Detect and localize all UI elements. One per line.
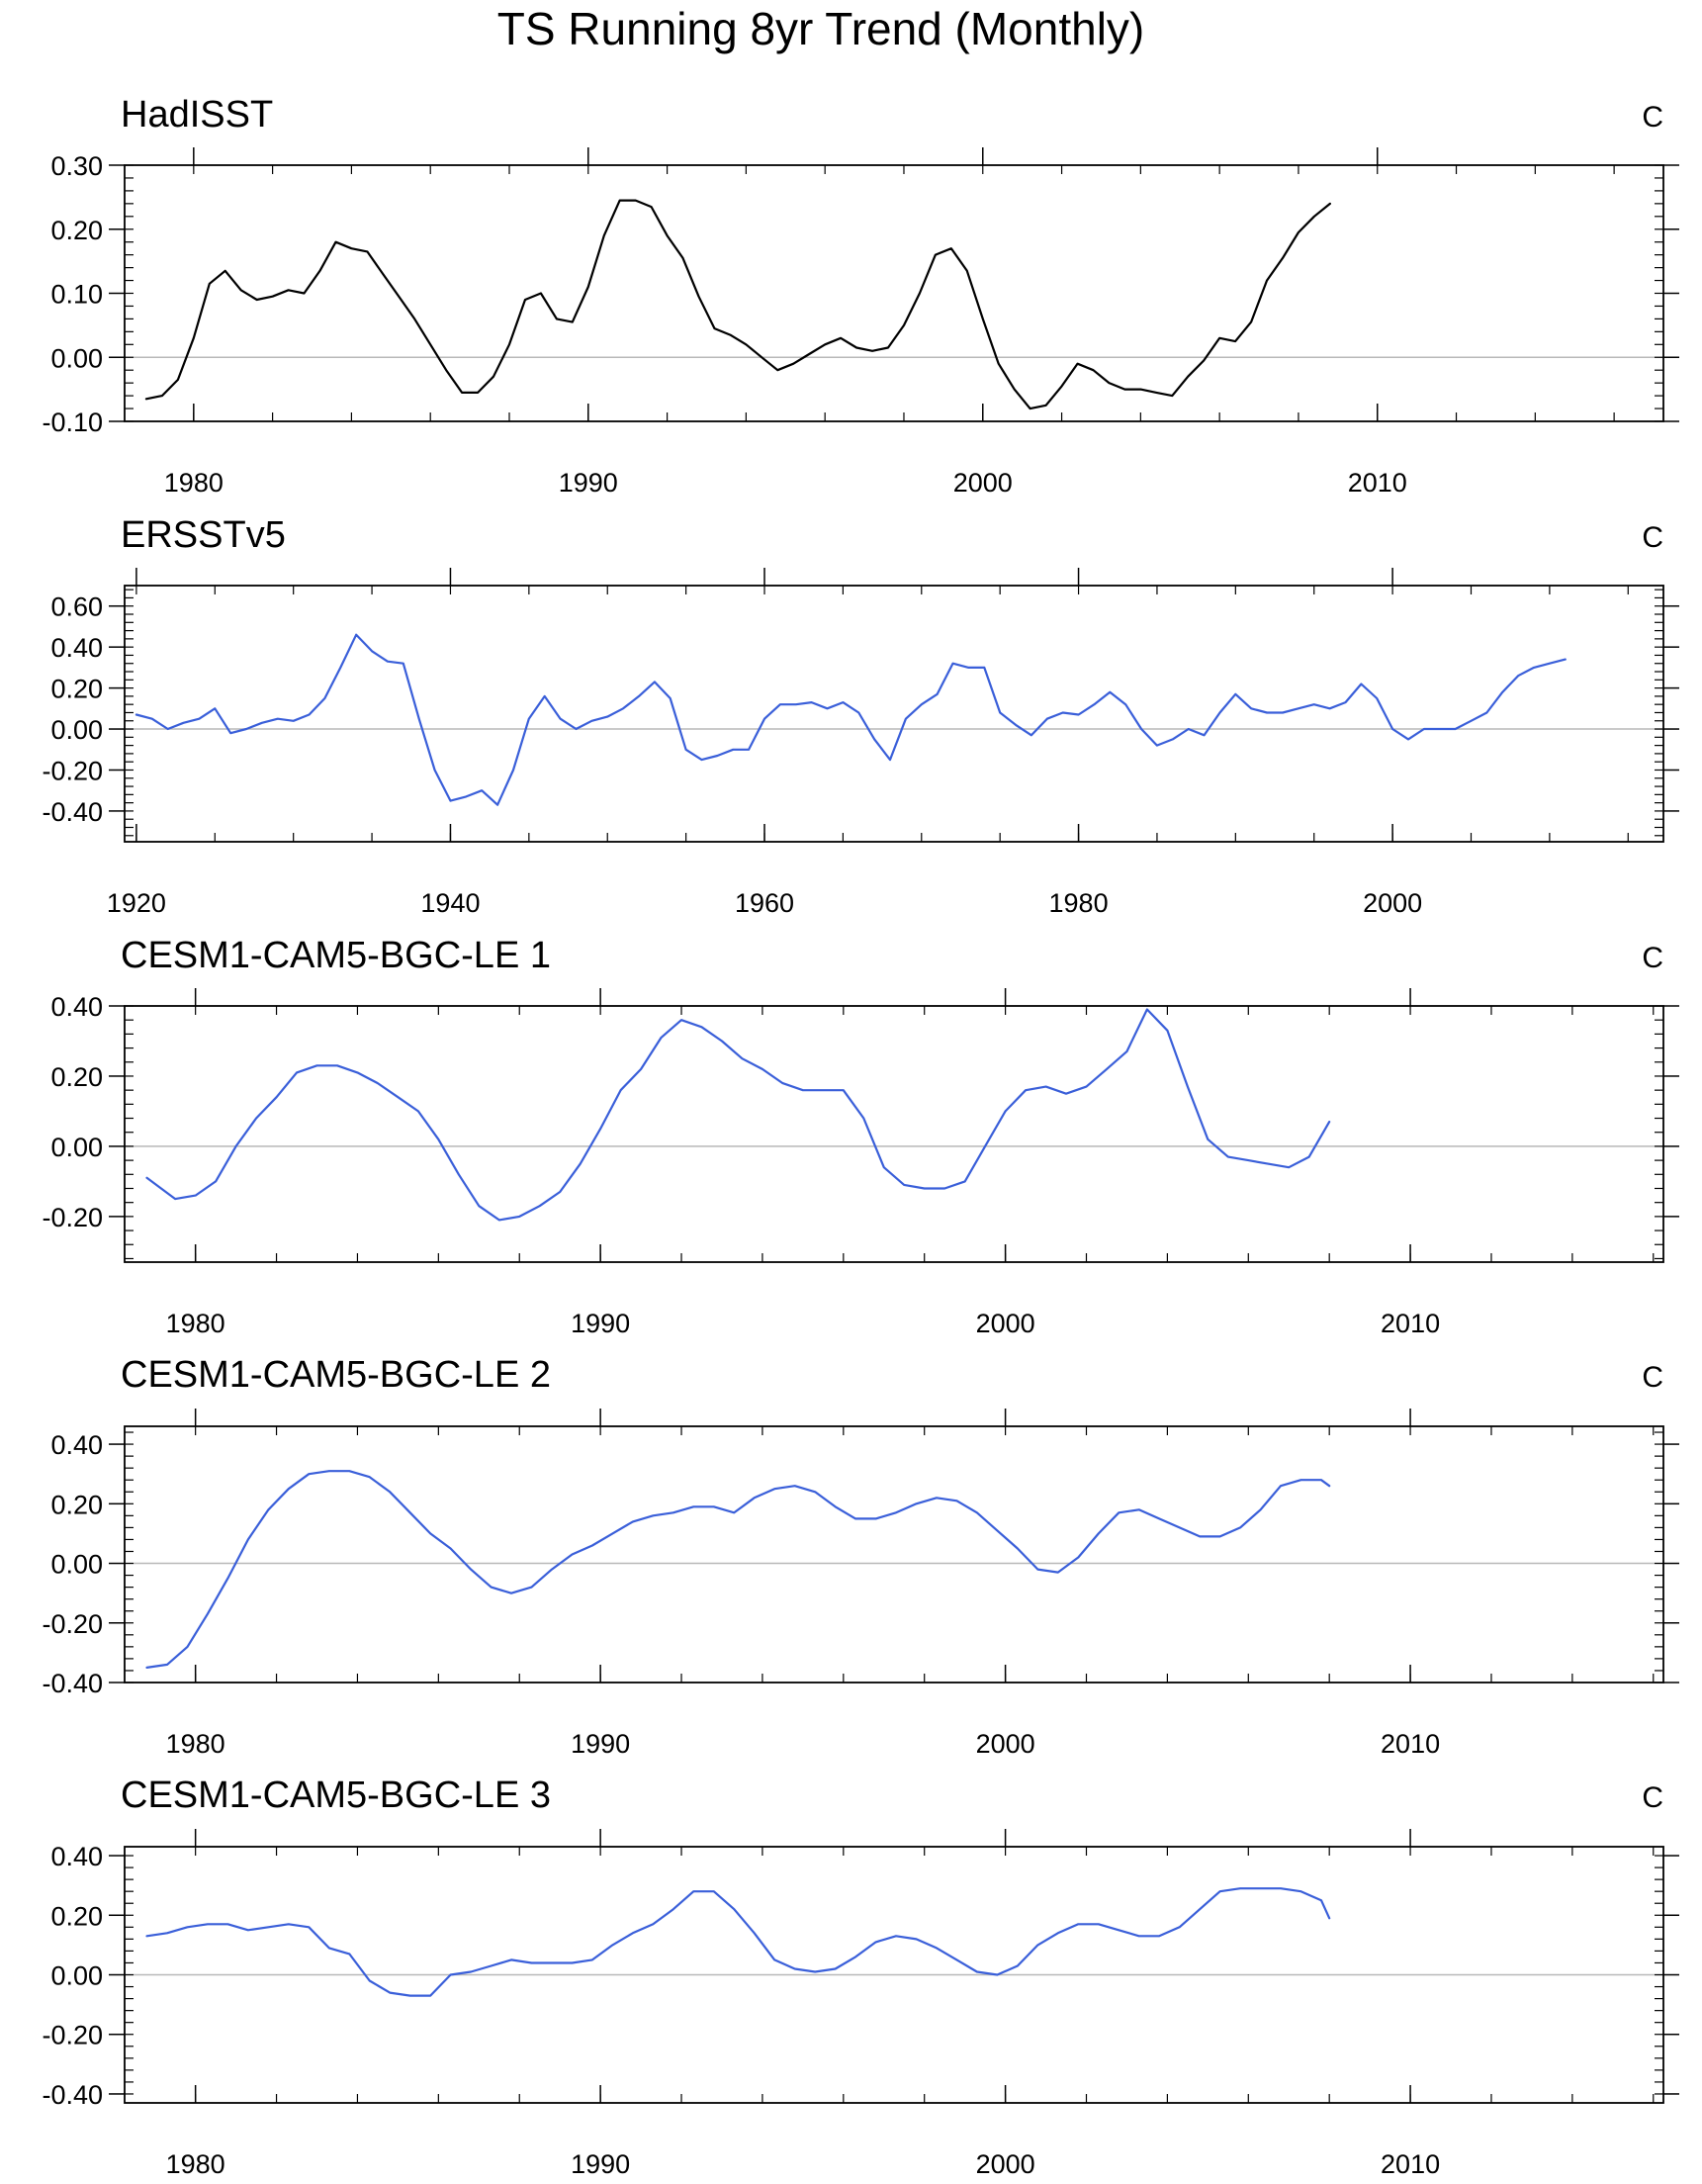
xtick-label: 1990 — [571, 1309, 630, 1338]
panel-hadisst: HadISST C — [121, 94, 1663, 136]
series-line-ersstv5 — [134, 633, 1567, 806]
ytick-label: 0.00 — [50, 1133, 103, 1162]
panel-title-cesm-3: CESM1-CAM5-BGC-LE 3 — [121, 1774, 551, 1816]
panel-units-cesm-3: C — [1642, 1781, 1663, 1814]
xtick-label: 2000 — [976, 1309, 1035, 1338]
ytick-label: -0.40 — [42, 2080, 103, 2110]
ytick-label: 0.20 — [50, 1490, 103, 1519]
xtick-label: 1980 — [1049, 888, 1109, 918]
plot-frame — [124, 1005, 1664, 1263]
xtick-label: 1980 — [164, 468, 224, 498]
ytick-label: 0.00 — [50, 1550, 103, 1580]
plot-hadisst: 1980 1990 2000 2010 -0.10 0.00 0.10 0.20 0.30 — [42, 147, 1679, 498]
panel-ersstv5: ERSSTv5 C — [121, 514, 1663, 556]
panel-cesm-3: CESM1-CAM5-BGC-LE 3 C — [121, 1774, 1663, 1816]
ytick-label: 0.20 — [50, 1901, 103, 1931]
ytick-label: 0.00 — [50, 343, 103, 373]
plot-cesm-2: 1980 1990 2000 2010 -0.40 -0.20 0.00 0.20 0.40 — [42, 1409, 1679, 1759]
ytick-label: 0.40 — [50, 992, 103, 1022]
ytick-label: 0.40 — [50, 1842, 103, 1871]
ytick-label: -0.10 — [42, 408, 103, 437]
plot-frame — [124, 1846, 1664, 2104]
panel-units-cesm-1: C — [1642, 942, 1663, 974]
xtick-label: 1940 — [420, 888, 480, 918]
ytick-label: 0.60 — [50, 592, 103, 622]
plot-ersstv5: 1920 1940 1960 1980 2000 -0.40 -0.20 0.00 0.20 0.… — [42, 568, 1679, 918]
ytick-label: 0.00 — [50, 1961, 103, 1991]
plot-frame — [124, 585, 1664, 843]
panel-title-ersstv5: ERSSTv5 — [121, 514, 286, 556]
xtick-label: 1990 — [559, 468, 618, 498]
panel-cesm-2: CESM1-CAM5-BGC-LE 2 C — [121, 1354, 1663, 1396]
ytick-label: -0.40 — [42, 1669, 103, 1698]
xtick-label: 2000 — [976, 2149, 1035, 2179]
ytick-label: -0.40 — [42, 797, 103, 827]
plot-frame — [124, 1425, 1664, 1684]
ytick-label: 0.10 — [50, 280, 103, 310]
xtick-label: 1980 — [166, 2149, 225, 2179]
xtick-label: 1960 — [735, 888, 794, 918]
xtick-label: 2000 — [976, 1729, 1035, 1759]
ytick-label: 0.40 — [50, 633, 103, 663]
panel-cesm-1: CESM1-CAM5-BGC-LE 1 C — [121, 935, 1663, 976]
series-line-hadisst — [144, 199, 1332, 410]
panel-title-cesm-2: CESM1-CAM5-BGC-LE 2 — [121, 1354, 551, 1396]
xtick-label: 2000 — [953, 468, 1013, 498]
ytick-label: 0.00 — [50, 715, 103, 745]
panel-units-ersstv5: C — [1642, 521, 1663, 554]
xtick-label: 1980 — [166, 1309, 225, 1338]
panel-units-cesm-2: C — [1642, 1361, 1663, 1394]
ytick-label: 0.20 — [50, 1062, 103, 1092]
ytick-label: 0.40 — [50, 1430, 103, 1460]
figure-title: TS Running 8yr Trend (Monthly) — [497, 3, 1145, 54]
series-line-cesm-2 — [145, 1470, 1331, 1670]
xtick-label: 1990 — [571, 2149, 630, 2179]
ytick-label: -0.20 — [42, 756, 103, 785]
plot-frame — [124, 164, 1664, 422]
ytick-label: -0.20 — [42, 2021, 103, 2050]
panel-units-hadisst: C — [1642, 101, 1663, 134]
xtick-label: 2000 — [1363, 888, 1422, 918]
plot-cesm-1: 1980 1990 2000 2010 -0.20 0.00 0.20 0.40 — [42, 988, 1679, 1338]
xtick-label: 1980 — [166, 1729, 225, 1759]
series-line-cesm-3 — [145, 1887, 1331, 1997]
ytick-label: 0.20 — [50, 675, 103, 704]
xtick-label: 2010 — [1381, 1309, 1440, 1338]
xtick-label: 1920 — [107, 888, 166, 918]
ytick-label: 0.30 — [50, 151, 103, 181]
xtick-label: 1990 — [571, 1729, 630, 1759]
panel-title-hadisst: HadISST — [121, 94, 273, 136]
xtick-label: 2010 — [1348, 468, 1407, 498]
plot-cesm-3: 1980 1990 2000 2010 -0.40 -0.20 0.00 0.20 0.40 — [42, 1829, 1679, 2179]
series-line-cesm-1 — [145, 1008, 1331, 1222]
xtick-label: 2010 — [1381, 2149, 1440, 2179]
ytick-label: 0.20 — [50, 216, 103, 245]
panel-title-cesm-1: CESM1-CAM5-BGC-LE 1 — [121, 935, 551, 976]
ytick-label: -0.20 — [42, 1203, 103, 1232]
xtick-label: 2010 — [1381, 1729, 1440, 1759]
ytick-label: -0.20 — [42, 1609, 103, 1639]
